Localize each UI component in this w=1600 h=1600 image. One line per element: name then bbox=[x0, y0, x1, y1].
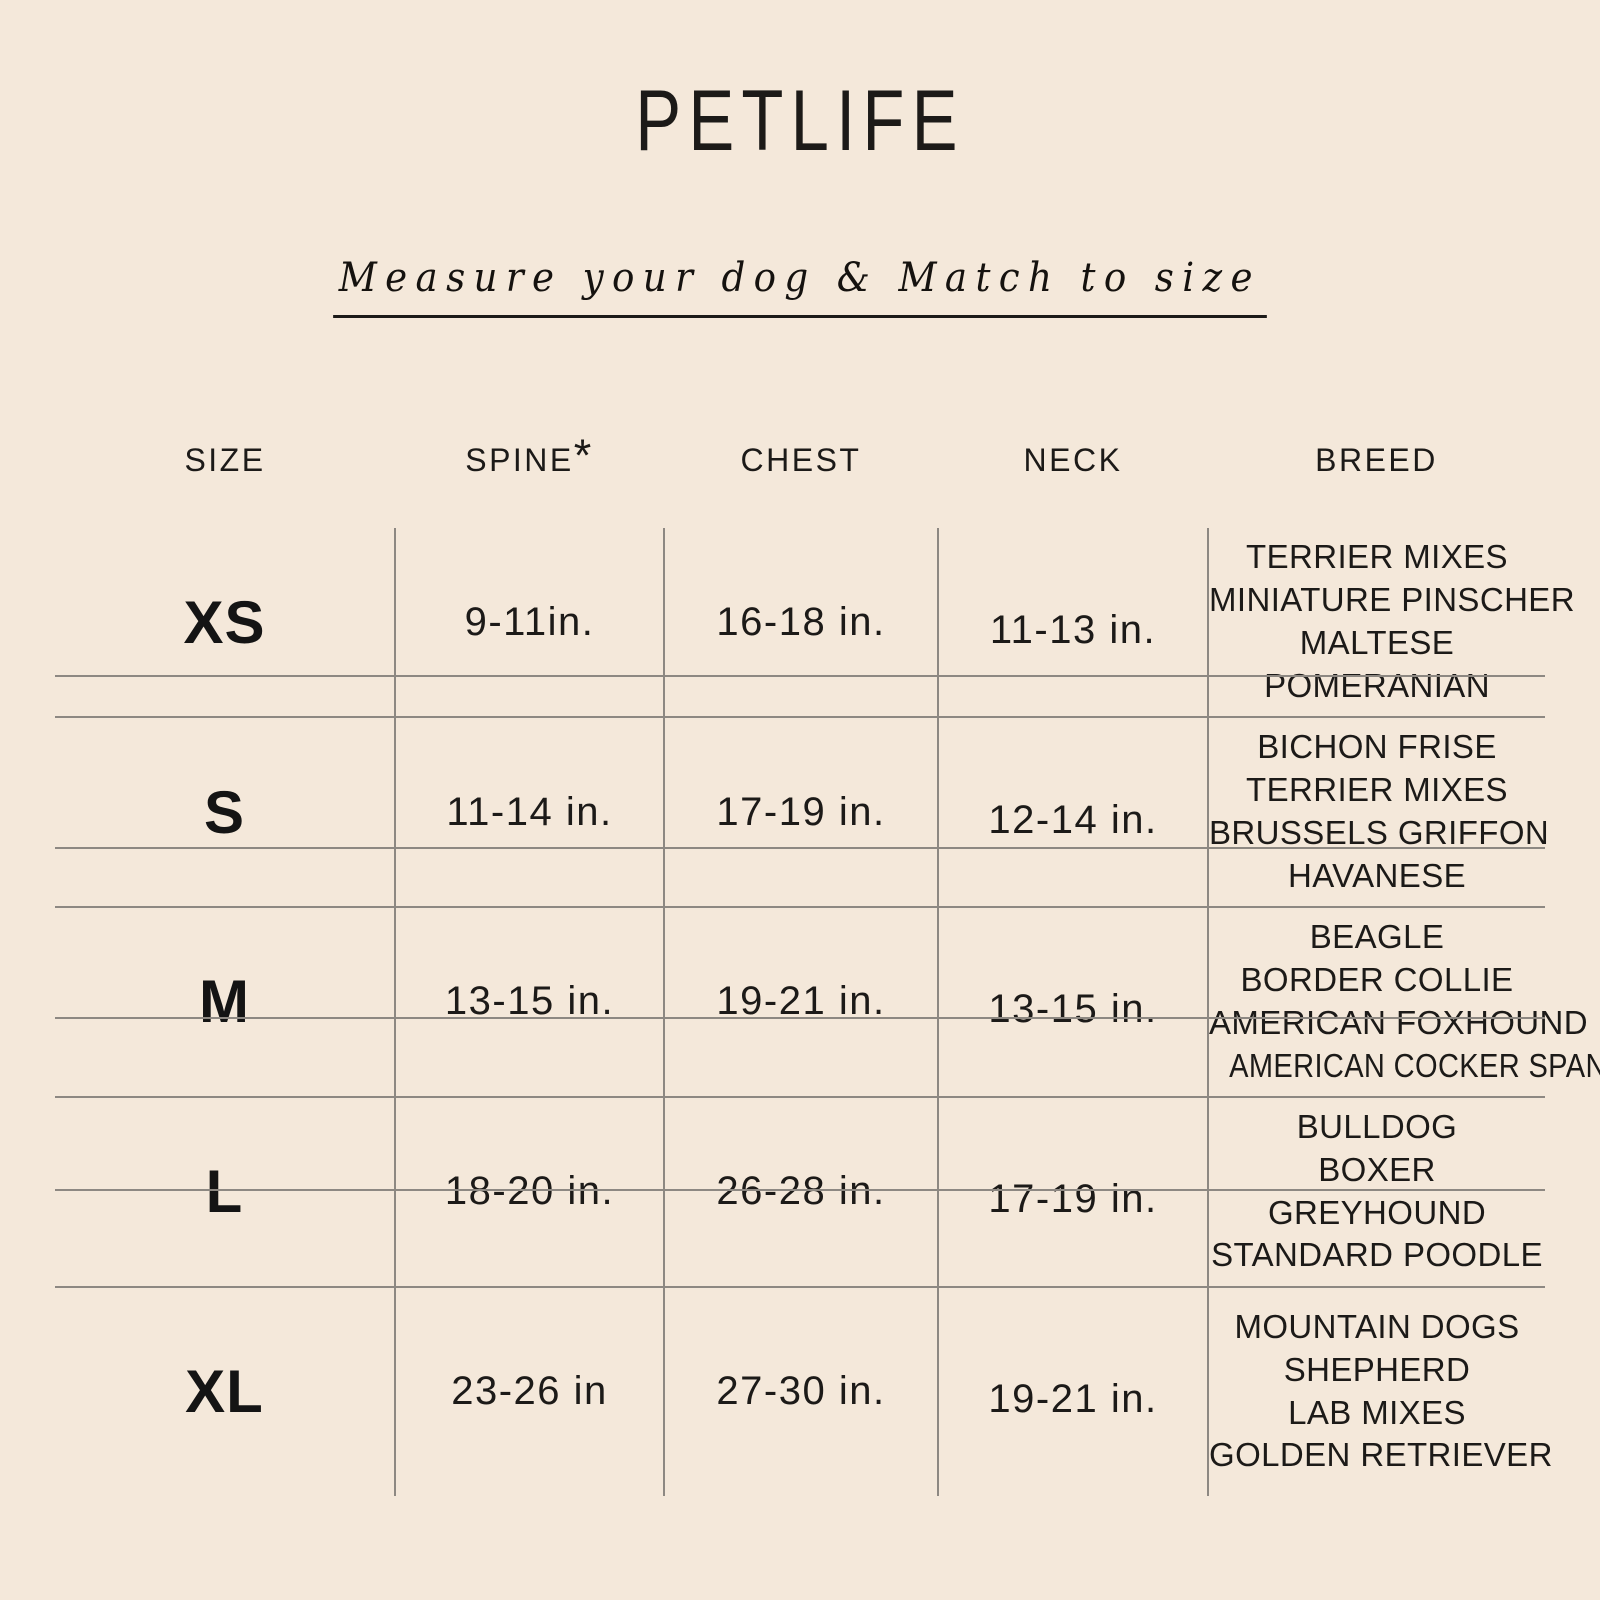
cell-spine: 11-14 in. bbox=[395, 716, 665, 907]
cell-chest: 16-18 in. bbox=[664, 528, 939, 717]
cell-size: XS bbox=[55, 528, 396, 717]
cell-breed: MOUNTAIN DOGS SHEPHERD LAB MIXES GOLDEN … bbox=[1208, 1285, 1553, 1496]
cell-chest: 17-19 in. bbox=[664, 716, 939, 907]
page-subtitle: Measure your dog & Match to size bbox=[333, 255, 1267, 318]
cell-size: M bbox=[55, 906, 396, 1097]
size-label: S bbox=[203, 778, 246, 846]
cell-size: S bbox=[55, 716, 396, 907]
cell-chest: 26-28 in. bbox=[664, 1095, 939, 1287]
breed-item: TERRIER MIXES bbox=[1246, 538, 1508, 576]
breed-item: AMERICAN FOXHOUND bbox=[1209, 1003, 1588, 1041]
cell-spine: 18-20 in. bbox=[395, 1095, 665, 1287]
subtitle-container: Measure your dog & Match to size bbox=[0, 255, 1600, 318]
neck-value: 12-14 in. bbox=[988, 797, 1158, 842]
breed-item: POMERANIAN bbox=[1264, 666, 1490, 704]
cell-size: XL bbox=[55, 1285, 396, 1496]
table-header: Size Spine* Chest Neck Breed bbox=[55, 430, 1545, 528]
cell-breed: BICHON FRISE TERRIER MIXES BRUSSELS GRIF… bbox=[1208, 716, 1550, 907]
cell-neck: 12-14 in. bbox=[938, 716, 1209, 907]
breed-item: STANDARD POODLE bbox=[1211, 1236, 1543, 1274]
chest-value: 17-19 in. bbox=[716, 789, 886, 834]
table-row: M 13-15 in. 19-21 in. 13-15 in. BEAGLE B… bbox=[55, 906, 1600, 1097]
breed-item: AMERICAN COCKER SPANIEL bbox=[1229, 1046, 1600, 1084]
column-header-spine: Spine* bbox=[395, 430, 664, 528]
breed-item: MOUNTAIN DOGS bbox=[1234, 1307, 1520, 1345]
size-label: M bbox=[199, 968, 250, 1036]
column-header-neck: Neck bbox=[938, 430, 1208, 528]
size-chart-table-container: Size Spine* Chest Neck Breed bbox=[55, 430, 1600, 1496]
column-header-spine-label: Spine* bbox=[465, 430, 594, 481]
row-separator bbox=[55, 1189, 1545, 1191]
cell-chest: 19-21 in. bbox=[664, 906, 939, 1097]
table-body: XS 9-11in. 16-18 in. 11-13 in. TERRIER M… bbox=[55, 528, 1600, 1496]
column-header-breed-label: Breed bbox=[1315, 430, 1438, 481]
cell-size: L bbox=[55, 1095, 396, 1287]
column-header-size-label: Size bbox=[184, 430, 266, 481]
size-label: XS bbox=[183, 588, 266, 656]
neck-value: 17-19 in. bbox=[988, 1177, 1158, 1222]
breed-item: MINIATURE PINSCHER bbox=[1209, 581, 1575, 619]
cell-breed: BEAGLE BORDER COLLIE AMERICAN FOXHOUND A… bbox=[1208, 906, 1600, 1097]
breed-item: SHEPHERD bbox=[1283, 1350, 1471, 1388]
page-title: PETLIFE bbox=[635, 73, 965, 169]
row-separator bbox=[55, 675, 1545, 677]
header-row: Size Spine* Chest Neck Breed bbox=[55, 430, 1545, 528]
spine-value: 18-20 in. bbox=[444, 1169, 615, 1214]
breed-item: BEAGLE bbox=[1309, 918, 1445, 955]
neck-value: 19-21 in. bbox=[988, 1377, 1158, 1422]
spine-value: 13-15 in. bbox=[444, 979, 615, 1024]
spine-value: 23-26 in bbox=[451, 1369, 608, 1414]
cell-neck: 13-15 in. bbox=[938, 906, 1209, 1097]
chest-value: 16-18 in. bbox=[716, 599, 886, 644]
breed-item: BOXER bbox=[1318, 1150, 1436, 1188]
breed-item: BICHON FRISE bbox=[1257, 728, 1497, 766]
breed-item: BULLDOG bbox=[1296, 1107, 1458, 1145]
breed-item: MALTESE bbox=[1299, 624, 1455, 661]
chest-value: 27-30 in. bbox=[716, 1369, 886, 1414]
table-row: S 11-14 in. 17-19 in. 12-14 in. BICHON F… bbox=[55, 716, 1550, 907]
table-row: L 18-20 in. 26-28 in. 17-19 in. BULLDOG … bbox=[55, 1095, 1545, 1287]
breed-item: HAVANESE bbox=[1287, 856, 1467, 894]
spine-value: 9-11in. bbox=[464, 599, 595, 644]
cell-neck: 19-21 in. bbox=[938, 1285, 1209, 1496]
neck-value: 11-13 in. bbox=[989, 607, 1157, 652]
breed-item: LAB MIXES bbox=[1288, 1393, 1466, 1431]
cell-neck: 17-19 in. bbox=[938, 1095, 1209, 1287]
cell-spine: 13-15 in. bbox=[395, 906, 665, 1097]
cell-spine: 9-11in. bbox=[395, 528, 665, 717]
breed-item: BRUSSELS GRIFFON bbox=[1209, 814, 1550, 851]
size-chart-table: Size Spine* Chest Neck Breed bbox=[55, 430, 1600, 1496]
column-header-breed: Breed bbox=[1208, 430, 1545, 528]
neck-value: 13-15 in. bbox=[988, 987, 1158, 1032]
breed-item: GREYHOUND bbox=[1267, 1193, 1487, 1231]
cell-spine: 23-26 in bbox=[395, 1285, 665, 1496]
cell-breed: BULLDOG BOXER GREYHOUND STANDARD POODLE bbox=[1208, 1095, 1545, 1287]
chest-value: 19-21 in. bbox=[716, 979, 886, 1024]
size-label: XL bbox=[185, 1358, 264, 1426]
column-header-chest: Chest bbox=[664, 430, 938, 528]
spine-value: 11-14 in. bbox=[446, 789, 613, 834]
size-label: L bbox=[205, 1158, 244, 1226]
column-header-size: Size bbox=[55, 430, 395, 528]
row-separator bbox=[55, 847, 1545, 849]
breed-item: GOLDEN RETRIEVER bbox=[1209, 1436, 1553, 1474]
chest-value: 26-28 in. bbox=[716, 1169, 886, 1214]
column-header-chest-label: Chest bbox=[740, 430, 862, 481]
breed-item: BORDER COLLIE bbox=[1240, 960, 1514, 998]
cell-neck: 11-13 in. bbox=[938, 528, 1209, 717]
table-row: XS 9-11in. 16-18 in. 11-13 in. TERRIER M… bbox=[55, 528, 1575, 717]
cell-chest: 27-30 in. bbox=[664, 1285, 939, 1496]
cell-breed: TERRIER MIXES MINIATURE PINSCHER MALTESE… bbox=[1208, 528, 1575, 717]
column-header-neck-label: Neck bbox=[1023, 430, 1123, 481]
table-row: XL 23-26 in 27-30 in. 19-21 in. MOUNTAIN… bbox=[55, 1285, 1553, 1496]
row-separator bbox=[55, 1017, 1545, 1019]
breed-item: TERRIER MIXES bbox=[1246, 771, 1508, 809]
